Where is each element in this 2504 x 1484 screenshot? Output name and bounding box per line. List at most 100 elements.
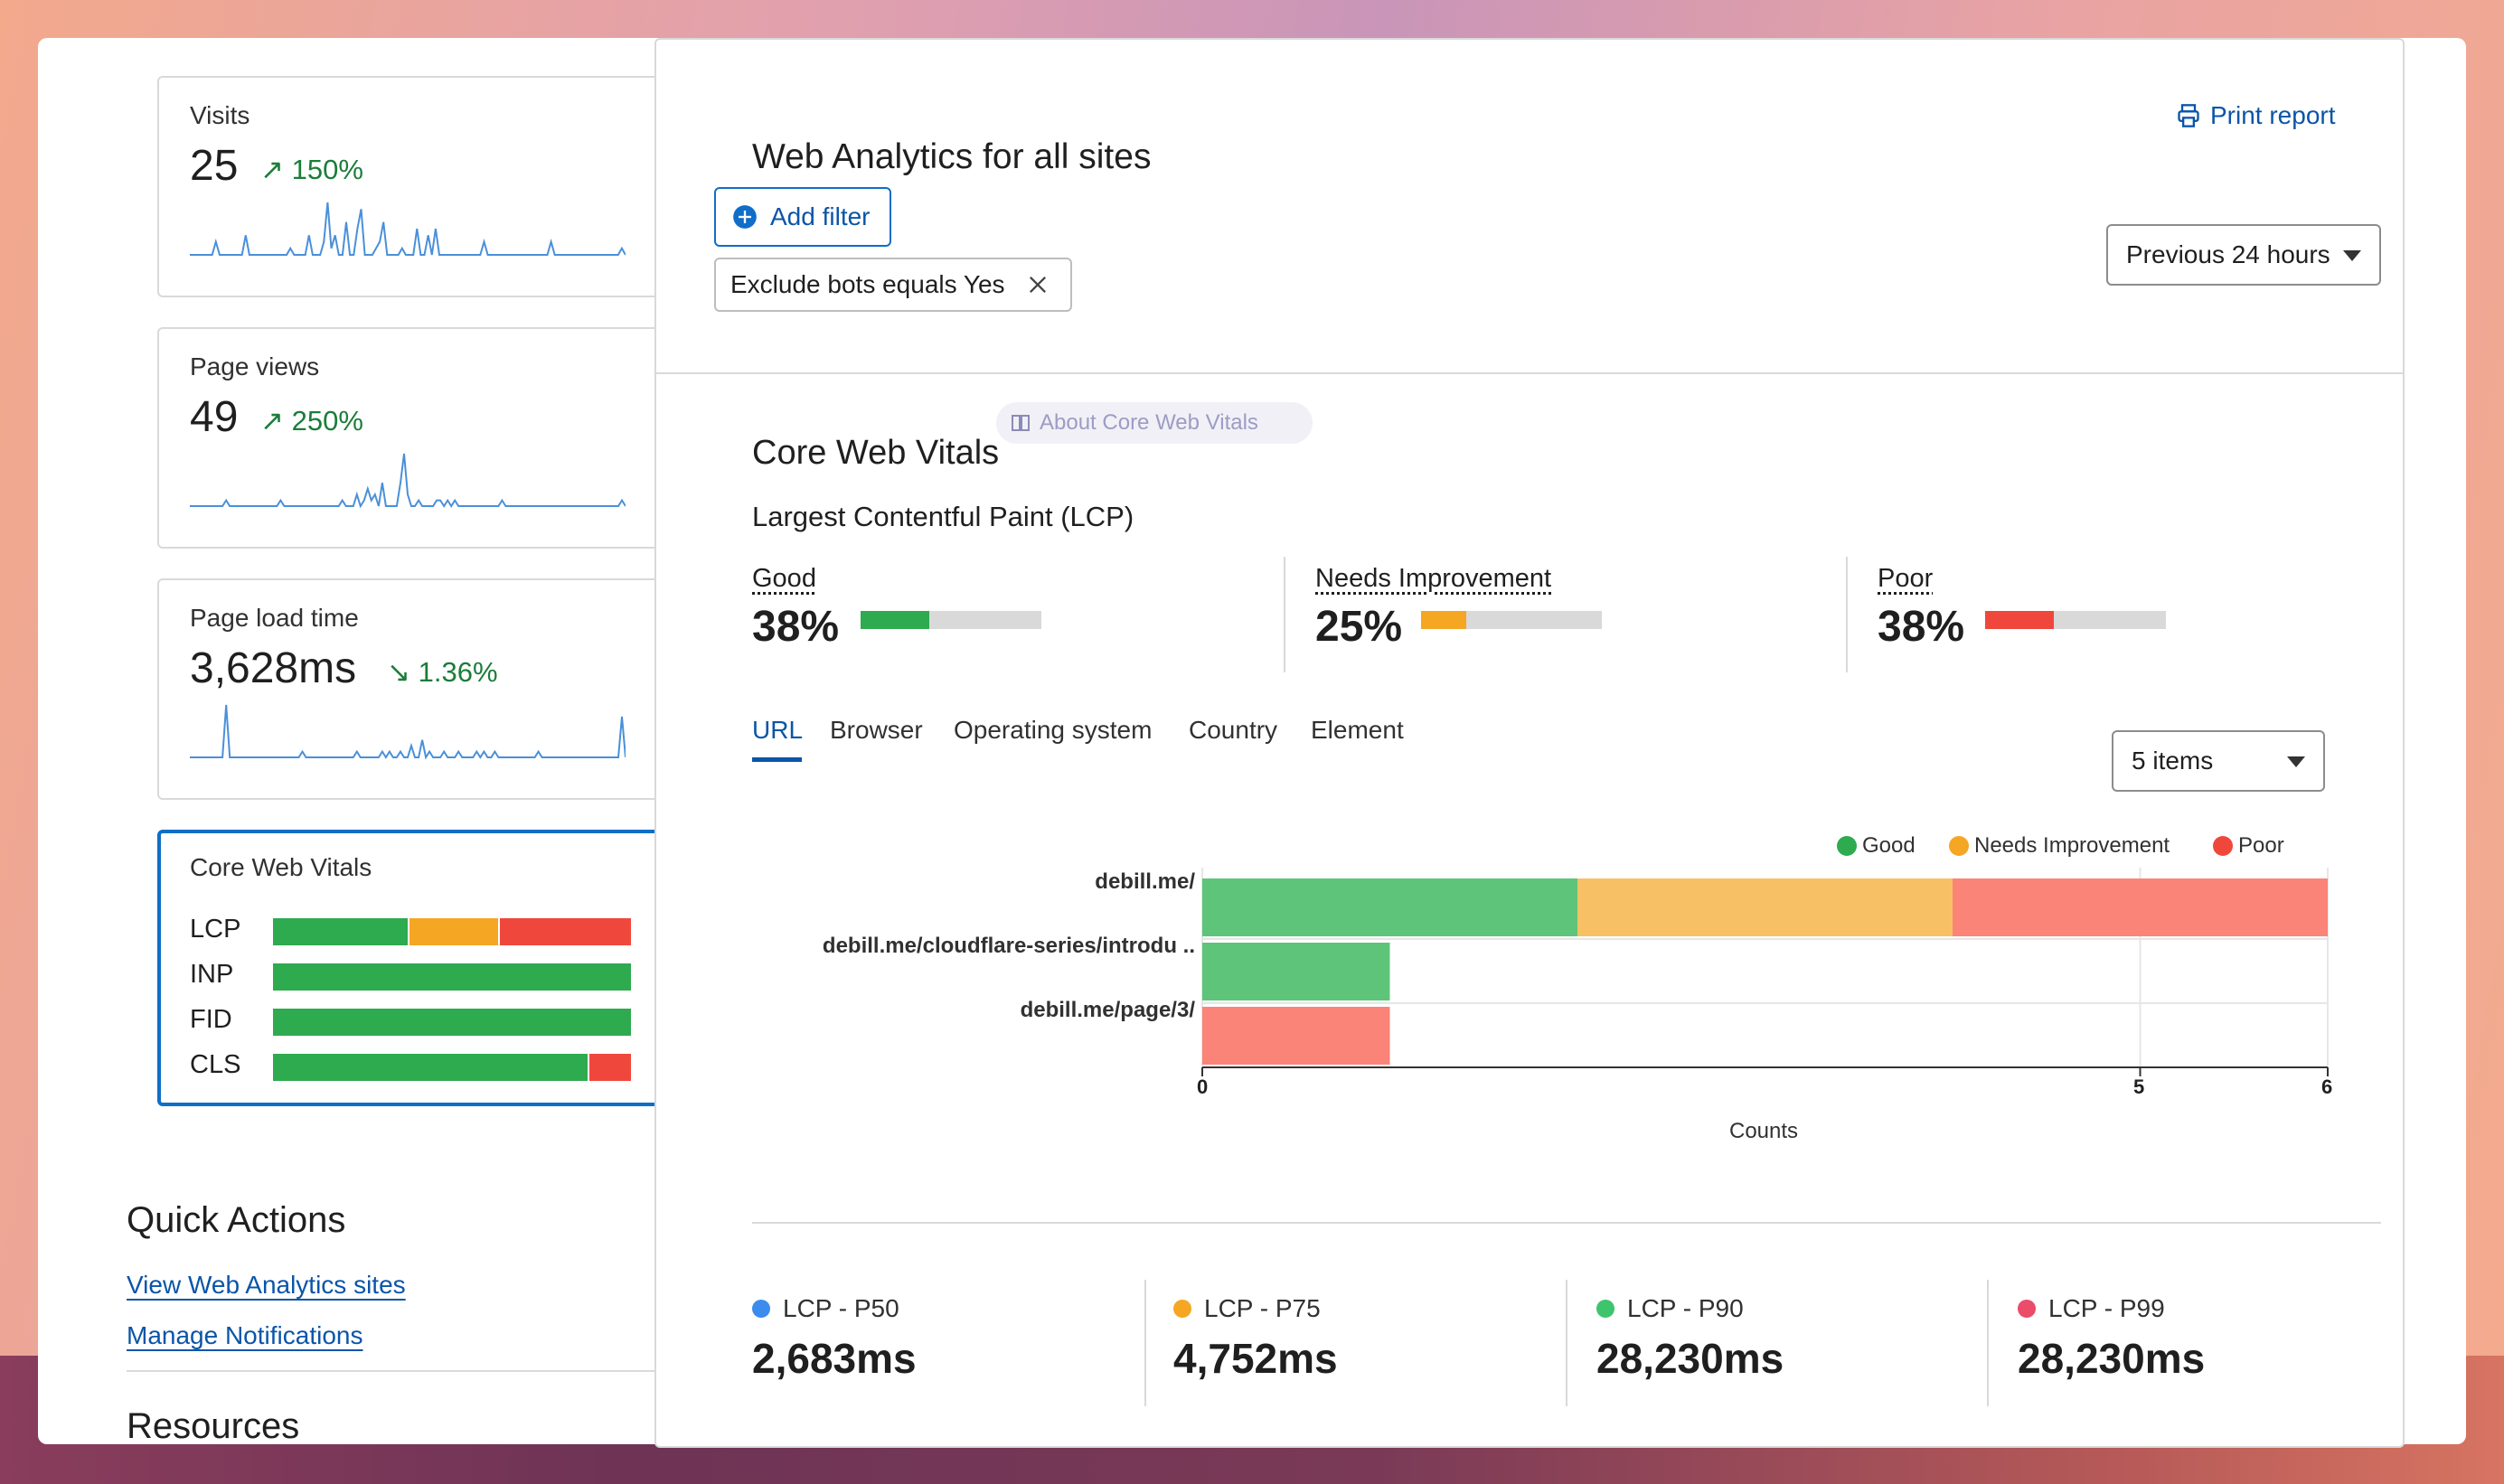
chart-category-label: debill.me/page/3/	[1020, 998, 1195, 1022]
printer-icon	[2178, 104, 2199, 127]
cwv-row-label: CLS	[190, 1050, 241, 1079]
legend-needs-improvement: Needs Improvement	[1949, 833, 2170, 859]
percentile-p75: LCP - P75	[1173, 1294, 1321, 1323]
metric-poor-label: Poor	[1878, 564, 1934, 593]
book-icon	[1012, 415, 1030, 431]
p99-value: 28,230ms	[2018, 1335, 2206, 1382]
loadtime-delta: ↘ 1.36%	[387, 656, 498, 689]
metric-separator	[1846, 557, 1848, 672]
cwv-bar-segment	[273, 1009, 633, 1036]
quick-actions-title: Quick Actions	[127, 1200, 346, 1240]
x-tick-label: 5	[2133, 1075, 2145, 1098]
arrow-up-right-icon: ↗	[260, 154, 284, 185]
loadtime-value: 3,628ms	[190, 644, 357, 692]
print-report-label: Print report	[2210, 101, 2336, 129]
print-report-button[interactable]: Print report	[2176, 101, 2336, 130]
cwv-row-bar	[273, 918, 633, 945]
metric-ni-value: 25%	[1315, 603, 1403, 651]
metric-good-value: 38%	[752, 603, 840, 651]
loadtime-delta-value: 1.36%	[418, 656, 498, 688]
legend-poor-swatch	[2213, 836, 2233, 856]
sparkline-path	[190, 453, 626, 509]
cwv-row-label: INP	[190, 960, 234, 989]
chevron-down-icon	[2343, 250, 2361, 261]
metric-good-bar	[861, 611, 1041, 629]
chart-category-label: debill.me/	[1095, 869, 1195, 894]
percentile-p90: LCP - P90	[1596, 1294, 1744, 1323]
metric-ni-bar	[1421, 611, 1602, 629]
loadtime-sparkline	[190, 704, 626, 760]
sparkline-path	[190, 704, 626, 760]
loadtime-card[interactable]: Page load time 3,628ms ↘ 1.36%	[157, 578, 664, 800]
cwv-card-title: Core Web Vitals	[190, 853, 372, 881]
cwv-bar-segment	[589, 1054, 633, 1081]
tab-browser[interactable]: Browser	[830, 716, 923, 744]
metric-good-label: Good	[752, 564, 816, 593]
pageviews-delta: ↗ 250%	[260, 405, 363, 437]
p75-label: LCP - P75	[1204, 1294, 1321, 1322]
cwv-section-title: Core Web Vitals	[752, 434, 1000, 472]
p90-value: 28,230ms	[1596, 1335, 1784, 1382]
x-tick-label: 6	[2321, 1075, 2333, 1098]
chevron-down-icon	[2287, 756, 2305, 767]
tab-country[interactable]: Country	[1189, 716, 1278, 744]
metric-ni-bar-fill	[1421, 611, 1466, 629]
legend-ni-label: Needs Improvement	[1974, 833, 2170, 858]
pageviews-value: 49	[190, 393, 239, 441]
manage-notifications-link[interactable]: Manage Notifications	[127, 1321, 363, 1349]
visits-sparkline	[190, 202, 626, 256]
legend-poor: Poor	[2213, 833, 2284, 859]
p75-dot	[1173, 1300, 1191, 1318]
cwv-row-bar	[273, 963, 633, 991]
plus-circle-icon	[733, 205, 757, 229]
tab-url[interactable]: URL	[752, 716, 804, 744]
chart-bar-poor[interactable]	[1202, 1007, 1390, 1065]
metric-poor-bar-fill	[1985, 611, 2054, 629]
p99-label: LCP - P99	[2048, 1294, 2165, 1322]
p75-value: 4,752ms	[1173, 1335, 1338, 1382]
close-icon[interactable]	[1025, 272, 1050, 297]
percentile-separator	[1566, 1280, 1567, 1406]
tab-operating-system[interactable]: Operating system	[954, 716, 1153, 744]
visits-delta: ↗ 150%	[260, 154, 363, 186]
add-filter-label: Add filter	[770, 202, 871, 230]
tab-element[interactable]: Element	[1311, 716, 1404, 744]
lcp-title: Largest Contentful Paint (LCP)	[752, 501, 1134, 532]
metric-poor-bar	[1985, 611, 2166, 629]
chart-bar-poor[interactable]	[1953, 878, 2328, 936]
cwv-bar-segment	[273, 1054, 590, 1081]
page-title: Web Analytics for all sites	[752, 137, 1152, 176]
items-select[interactable]: 5 items	[2112, 730, 2325, 792]
filter-chip[interactable]: Exclude bots equals Yes	[714, 258, 1072, 312]
filter-chip-label: Exclude bots equals Yes	[730, 270, 1005, 298]
percentile-p99: LCP - P99	[2018, 1294, 2165, 1323]
chart-bar-good[interactable]	[1202, 943, 1390, 1000]
time-range-select[interactable]: Previous 24 hours	[2106, 224, 2381, 286]
metric-separator	[1284, 557, 1285, 672]
cwv-bar-segment	[409, 918, 500, 945]
arrow-down-right-icon: ↘	[387, 656, 410, 688]
view-web-analytics-link[interactable]: View Web Analytics sites	[127, 1271, 406, 1299]
metric-poor-value: 38%	[1878, 603, 1965, 651]
p50-label: LCP - P50	[783, 1294, 899, 1322]
add-filter-button[interactable]: Add filter	[714, 187, 891, 247]
visits-card[interactable]: Visits 25 ↗ 150%	[157, 76, 664, 297]
chart-bar-needs-improvement[interactable]	[1577, 878, 1953, 936]
resources-title: Resources	[127, 1406, 300, 1446]
legend-ni-swatch	[1949, 836, 1969, 856]
percentile-separator	[1144, 1280, 1146, 1406]
time-range-value: Previous 24 hours	[2126, 240, 2330, 268]
loadtime-title: Page load time	[190, 604, 359, 632]
cwv-row-bar	[273, 1054, 633, 1081]
quick-actions-divider	[127, 1370, 656, 1372]
pageviews-card[interactable]: Page views 49 ↗ 250%	[157, 327, 664, 549]
header-divider	[654, 372, 2405, 374]
legend-poor-label: Poor	[2238, 833, 2284, 858]
chart-bar-good[interactable]	[1202, 878, 1577, 936]
about-cwv-label: About Core Web Vitals	[1040, 410, 1258, 435]
pageviews-sparkline	[190, 453, 626, 509]
about-cwv-link[interactable]: About Core Web Vitals	[996, 402, 1313, 444]
pageviews-title: Page views	[190, 352, 320, 380]
x-tick-label: 0	[1197, 1075, 1209, 1098]
cwv-card[interactable]: Core Web Vitals LCP INP FID CLS	[157, 830, 664, 1106]
